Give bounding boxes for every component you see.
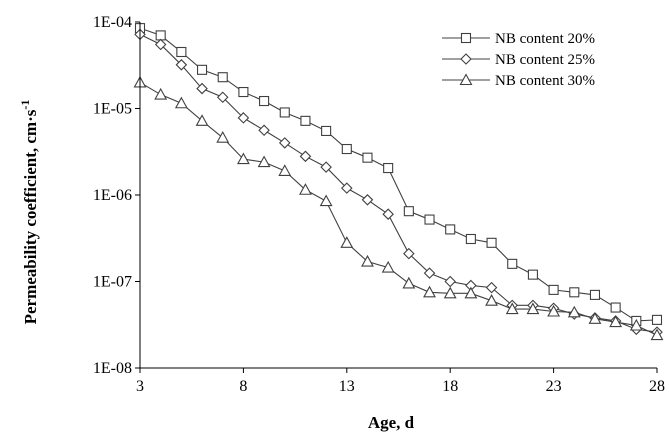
data-point <box>609 315 623 328</box>
data-point <box>361 254 374 267</box>
data-point <box>650 328 664 341</box>
data-point <box>175 59 188 71</box>
y-axis-ticks: 1E-04 1E-05 1E-06 1E-07 1E-08 <box>93 14 140 377</box>
series-square <box>134 23 663 326</box>
legend-item: NB content 20% <box>442 31 595 47</box>
data-point <box>424 214 435 225</box>
data-point <box>382 208 394 220</box>
data-point <box>610 302 621 313</box>
data-point <box>423 267 436 279</box>
data-point <box>362 152 373 163</box>
series-layer <box>133 23 664 341</box>
data-point <box>361 194 374 206</box>
x-tick-label: 18 <box>442 378 458 395</box>
data-point <box>299 150 312 163</box>
series-line <box>139 81 658 336</box>
y-tick-label: 1E-04 <box>93 14 132 31</box>
data-point <box>237 112 250 124</box>
data-point <box>341 143 352 155</box>
data-point <box>217 72 228 83</box>
x-tick-label: 3 <box>136 378 144 395</box>
legend-marker <box>459 73 473 86</box>
y-axis-title: Permeability coefficient, cm·s-1 <box>18 100 40 325</box>
data-point <box>445 224 456 235</box>
data-point <box>485 281 498 294</box>
data-point <box>195 114 209 126</box>
legend-marker <box>460 53 472 65</box>
data-point <box>464 286 478 299</box>
data-point <box>505 302 519 315</box>
legend-marker <box>460 32 472 44</box>
data-point <box>216 91 229 104</box>
data-point <box>154 87 168 100</box>
axes <box>139 22 657 369</box>
y-tick-label: 1E-05 <box>93 101 132 118</box>
series-triangle <box>133 75 664 341</box>
legend-label: NB content 30% <box>495 73 595 89</box>
legend: NB content 20% NB content 25% NB content 3… <box>442 31 595 89</box>
legend-item: NB content 30% <box>442 73 595 89</box>
data-point <box>381 260 395 273</box>
data-point <box>651 314 663 325</box>
legend-label: NB content 20% <box>495 31 595 47</box>
data-point <box>155 30 166 41</box>
x-tick-label: 8 <box>239 378 247 395</box>
data-point <box>340 236 354 248</box>
data-point <box>300 115 311 126</box>
data-point <box>259 95 270 107</box>
y-tick-label: 1E-07 <box>93 274 132 291</box>
data-point <box>319 194 333 207</box>
data-point <box>258 124 270 137</box>
x-axis-title: Age, d <box>368 413 415 432</box>
data-point <box>278 137 291 149</box>
legend-item: NB content 25% <box>442 52 595 68</box>
y-axis-title-superscript: -1 <box>18 100 32 110</box>
data-point <box>320 161 332 173</box>
data-point <box>238 86 249 98</box>
data-point <box>402 276 416 289</box>
data-point <box>589 289 601 300</box>
data-point <box>196 64 208 75</box>
x-tick-label: 13 <box>339 378 355 395</box>
legend-label: NB content 25% <box>495 52 595 68</box>
data-point <box>174 96 188 109</box>
y-tick-label: 1E-06 <box>93 187 132 204</box>
data-point <box>278 164 292 176</box>
data-point <box>403 206 414 217</box>
data-point <box>443 286 457 299</box>
data-point <box>154 38 167 51</box>
x-tick-label: 28 <box>649 378 665 395</box>
data-point <box>341 182 353 194</box>
data-point <box>196 82 208 95</box>
data-point <box>569 287 580 298</box>
data-point <box>423 285 436 298</box>
data-point <box>403 247 415 260</box>
data-point <box>485 294 498 306</box>
data-point <box>176 46 187 58</box>
data-point <box>588 312 602 324</box>
data-point <box>383 162 394 174</box>
data-point <box>279 107 290 118</box>
x-tick-label: 23 <box>546 378 562 395</box>
y-tick-label: 1E-08 <box>93 360 132 377</box>
data-point <box>548 284 559 295</box>
x-axis-ticks: 3 8 13 18 23 28 <box>136 368 665 395</box>
data-point <box>507 258 518 269</box>
data-point <box>236 152 250 165</box>
data-point <box>486 237 497 248</box>
data-point <box>321 125 332 137</box>
data-point <box>444 275 456 288</box>
data-point <box>299 183 312 195</box>
data-point <box>465 233 476 245</box>
data-point <box>526 302 540 315</box>
y-axis-title-main: Permeability coefficient, cm·s <box>21 109 40 324</box>
data-point <box>629 318 643 331</box>
data-point <box>257 155 271 168</box>
data-point <box>527 269 538 280</box>
data-point <box>547 304 561 317</box>
data-point <box>567 305 581 318</box>
data-point <box>216 131 230 143</box>
